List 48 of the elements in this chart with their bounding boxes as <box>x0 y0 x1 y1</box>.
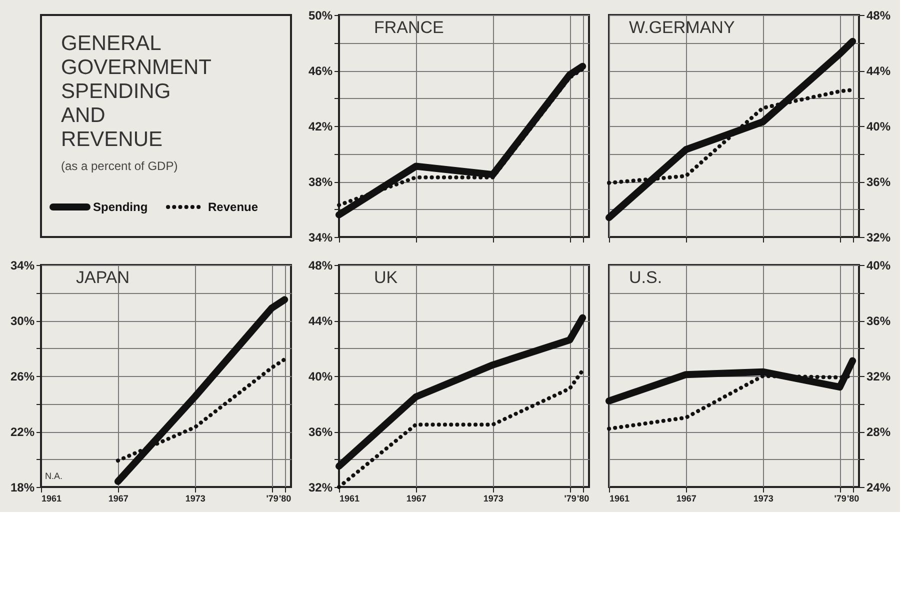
y-tick-label: 34% <box>308 230 333 244</box>
y2-tick-label: 36% <box>866 314 891 328</box>
x-tick-label: 1967 <box>406 494 426 504</box>
y2-tick-label: 48% <box>866 8 891 22</box>
y2-tick-label: 40% <box>866 258 891 272</box>
y2-tick-label: 36% <box>866 175 891 189</box>
y-tick-label: 42% <box>308 120 333 134</box>
y2-tick-label: 32% <box>866 370 891 384</box>
x-tick-label: '80 <box>577 494 590 504</box>
y2-tick-label: 24% <box>866 480 891 494</box>
y2-tick-label: 32% <box>866 230 891 244</box>
line-series <box>337 368 585 489</box>
text: (as a percent of GDP) <box>61 159 178 173</box>
y-tick-label: 44% <box>308 314 333 328</box>
x-tick-label: 1961 <box>340 494 360 504</box>
x-tick-label: 1961 <box>42 494 62 504</box>
y-tick-label: 50% <box>308 8 333 22</box>
y-tick-label: 26% <box>10 370 35 384</box>
x-tick-label: 1967 <box>108 494 128 504</box>
x-tick-label: 1973 <box>753 494 774 504</box>
x-tick-label: '79 <box>564 494 576 504</box>
x-tick-label: '80 <box>847 494 860 504</box>
y2-tick-label: 40% <box>866 120 891 134</box>
x-tick-label: 1973 <box>483 494 504 504</box>
y-tick-label: 18% <box>10 480 35 494</box>
y2-tick-label: 44% <box>866 64 891 78</box>
x-tick-label: 1973 <box>185 494 206 504</box>
legend-label: Spending <box>93 200 148 214</box>
y-tick-label: 48% <box>308 258 333 272</box>
x-tick-label: 1961 <box>610 494 630 504</box>
chart-title: UK <box>374 268 398 287</box>
chart-title: U.S. <box>629 268 662 287</box>
x-tick-label: '79 <box>266 494 278 504</box>
legend-label: Revenue <box>208 200 258 214</box>
y-tick-label: 22% <box>10 425 35 439</box>
y-tick-label: 38% <box>308 175 333 189</box>
y-tick-label: 40% <box>308 370 333 384</box>
y2-tick-label: 28% <box>866 425 891 439</box>
y-tick-label: 34% <box>10 258 35 272</box>
annotation: N.A. <box>45 471 63 481</box>
y-tick-label: 32% <box>308 480 333 494</box>
y-tick-label: 46% <box>308 64 333 78</box>
text: GENERAL GOVERNMENT SPENDING AND REVENUE <box>61 32 212 151</box>
x-tick-label: 1967 <box>676 494 696 504</box>
y-tick-label: 30% <box>10 314 35 328</box>
x-tick-label: '79 <box>834 494 846 504</box>
y-tick-label: 36% <box>308 425 333 439</box>
x-tick-label: '80 <box>279 494 292 504</box>
